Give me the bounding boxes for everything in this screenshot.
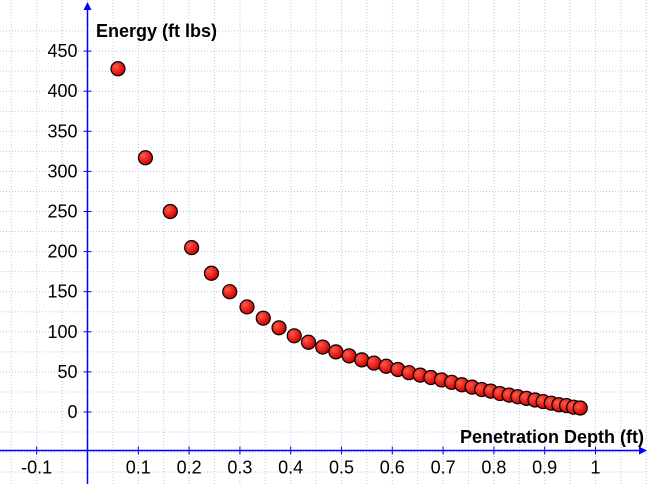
- data-point: [137, 150, 154, 166]
- data-point: [271, 320, 287, 336]
- x-tick-label: 0.4: [278, 458, 303, 478]
- y-tick-label: 50: [57, 362, 77, 382]
- data-point: [572, 400, 588, 416]
- data-point: [239, 299, 255, 315]
- x-axis-arrow: [639, 446, 647, 455]
- y-tick-label: 300: [47, 161, 77, 181]
- data-point: [184, 239, 200, 256]
- x-tick-label: 0.8: [481, 458, 506, 478]
- data-point: [300, 334, 317, 350]
- x-tick-label: 1: [590, 458, 600, 478]
- data-point: [222, 284, 238, 300]
- data-point: [315, 339, 331, 355]
- y-tick-label: 0: [67, 402, 77, 422]
- data-point: [162, 203, 178, 220]
- y-tick-label: 250: [47, 202, 77, 222]
- data-point: [203, 265, 220, 281]
- tick-labels: -0.1 0.1 0.2 0.3 0.4 0.5 0.6 0.7 0.8 0.9 1 0 50 100 15…: [21, 41, 600, 477]
- x-tick-label: 0.1: [126, 458, 151, 478]
- data-point: [255, 310, 271, 326]
- x-tick-label: 0.6: [380, 458, 405, 478]
- y-axis-title: Energy (ft lbs): [96, 21, 217, 41]
- data-point: [341, 348, 357, 364]
- x-tick-label: 0.9: [532, 458, 557, 478]
- data-points: [110, 61, 588, 416]
- x-tick-label: 0.3: [227, 458, 252, 478]
- y-tick-label: 100: [47, 322, 77, 342]
- x-tick-label: 0.5: [329, 458, 354, 478]
- y-axis-arrow: [83, 2, 92, 10]
- data-point: [328, 344, 344, 360]
- x-tick-label: 0.7: [431, 458, 456, 478]
- y-tick-label: 400: [47, 81, 77, 101]
- y-tick-label: 200: [47, 242, 77, 262]
- x-tick-label: 0.2: [177, 458, 202, 478]
- y-tick-label: 350: [47, 121, 77, 141]
- data-point: [286, 328, 302, 344]
- data-point: [110, 61, 126, 77]
- x-tick-label: -0.1: [21, 458, 52, 478]
- y-tick-label: 150: [47, 282, 77, 302]
- y-tick-label: 450: [47, 41, 77, 61]
- x-axis-title: Penetration Depth (ft): [460, 427, 644, 447]
